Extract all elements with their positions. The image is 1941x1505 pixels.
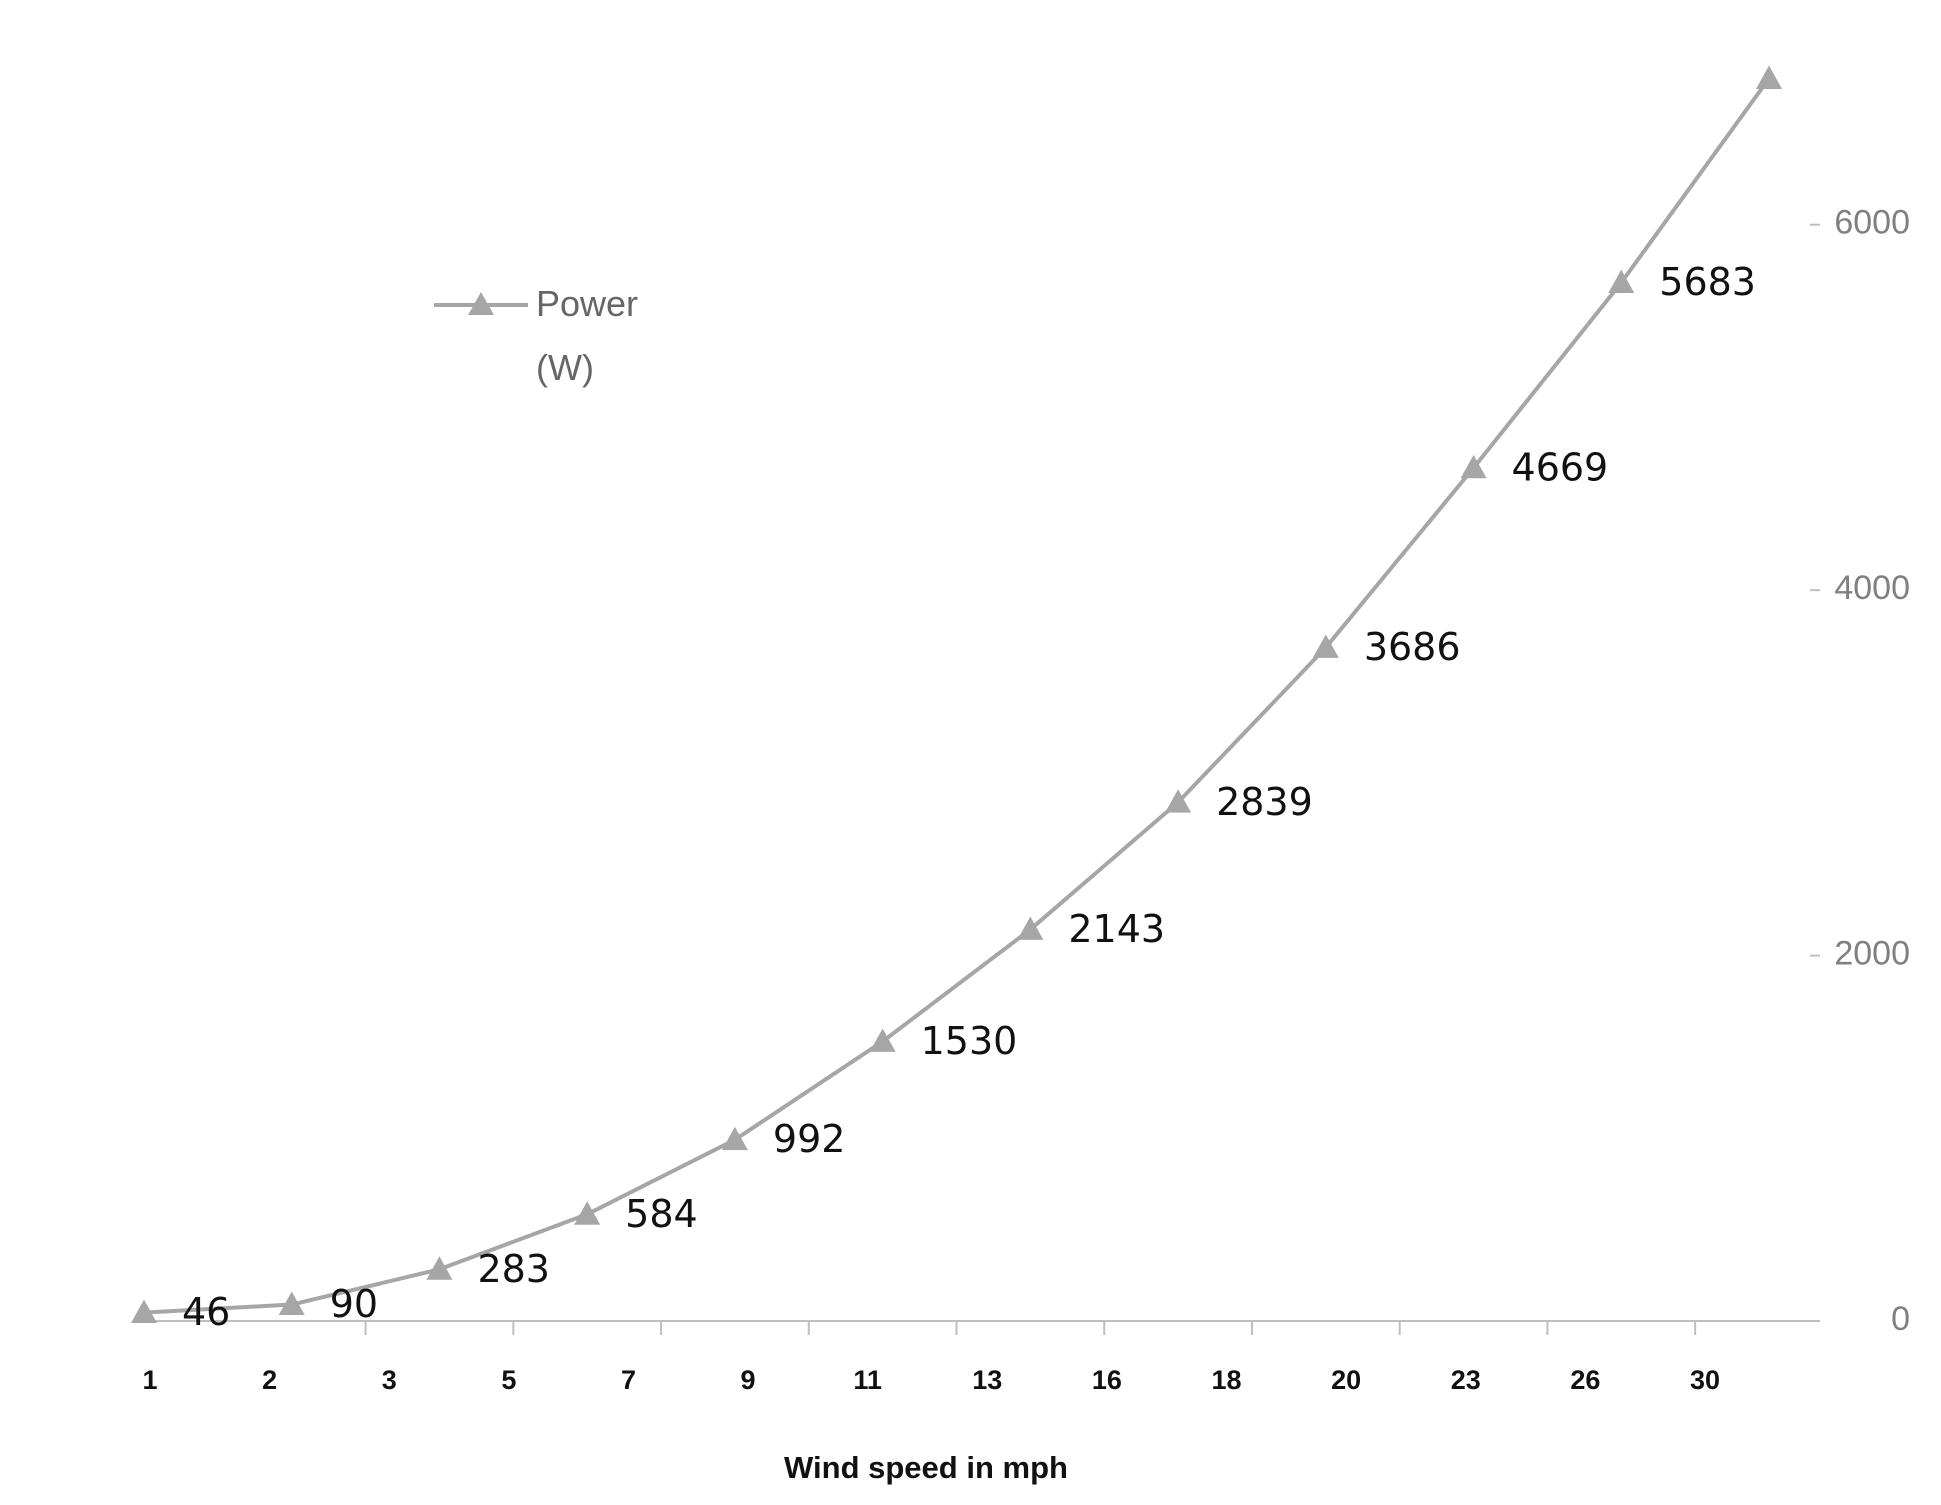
marker [1017, 916, 1044, 940]
data-label: 283 [477, 1247, 550, 1291]
marker [574, 1201, 601, 1225]
x-tick-label: 23 [1451, 1365, 1481, 1395]
data-label: 46 [182, 1290, 230, 1334]
marker [131, 1299, 157, 1323]
line-series [143, 77, 1771, 1315]
x-tick-label: 5 [501, 1365, 516, 1395]
x-tick-label: 7 [621, 1365, 636, 1395]
y-tick-label: 6000 [1834, 204, 1910, 242]
y-tick-label: 2000 [1834, 935, 1910, 973]
marker [278, 1291, 305, 1315]
marker [1756, 65, 1782, 89]
x-axis-title: Wind speed in mph [784, 1450, 1068, 1485]
x-tick-label: 3 [382, 1365, 397, 1395]
legend-box: Power (W) [536, 283, 639, 388]
y-tick-label: 0 [1891, 1300, 1910, 1338]
marker [1165, 789, 1192, 813]
marker [869, 1028, 896, 1052]
marker [1312, 634, 1339, 658]
x-tick-label: 30 [1690, 1365, 1720, 1395]
data-label: 90 [330, 1282, 378, 1326]
data-label: 2143 [1068, 907, 1165, 951]
y-tick-label: 4000 [1834, 569, 1910, 607]
marker [1460, 454, 1487, 479]
data-label: 2839 [1216, 780, 1313, 824]
data-label: 992 [773, 1117, 846, 1161]
x-tick-label: 2 [262, 1365, 277, 1395]
x-tick-label: 20 [1331, 1365, 1361, 1395]
x-tick-label: 16 [1092, 1365, 1122, 1395]
data-label: 1530 [921, 1019, 1018, 1063]
x-tick-label: 1 [142, 1365, 157, 1395]
x-tick-label: 9 [741, 1365, 756, 1395]
marker [1608, 269, 1635, 294]
x-tick-label: 18 [1212, 1365, 1242, 1395]
legend-marker [468, 292, 494, 315]
data-label: 584 [625, 1192, 698, 1236]
legend-label: Power (W) [536, 283, 639, 388]
marker [721, 1126, 748, 1151]
marker [426, 1256, 453, 1280]
x-tick-label: 11 [853, 1365, 882, 1395]
data-label: 3686 [1364, 625, 1461, 669]
x-tick-label: 26 [1570, 1365, 1600, 1395]
data-label: 5683 [1659, 260, 1756, 304]
legend: Power (W) [434, 283, 639, 388]
x-tick-label: 13 [972, 1365, 1002, 1395]
data-label: 4669 [1512, 445, 1609, 489]
